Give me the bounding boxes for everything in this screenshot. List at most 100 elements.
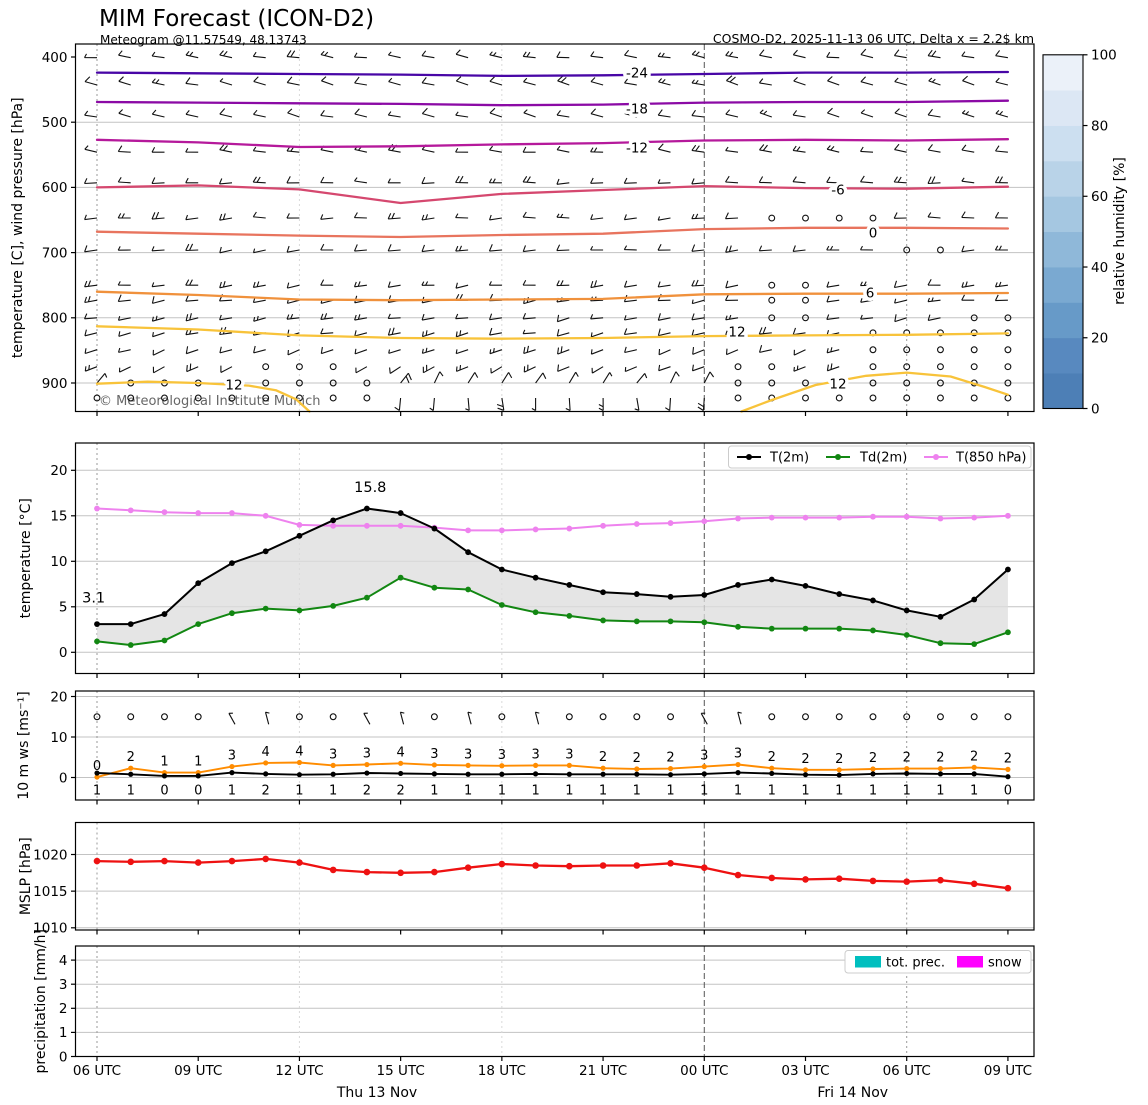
wind-barb-icon xyxy=(826,295,840,303)
wind-barb-icon xyxy=(826,363,840,372)
wind-barb-icon xyxy=(489,145,502,153)
calm-wind-icon xyxy=(768,379,776,387)
wind-barb-icon xyxy=(590,177,604,184)
day-label: Fri 14 Nov xyxy=(817,1085,888,1101)
wind-barb-icon xyxy=(320,176,334,184)
colorbar-segment xyxy=(1043,337,1083,374)
wind-barb-icon xyxy=(624,346,637,354)
mslp-marker xyxy=(296,859,303,866)
panel-border xyxy=(74,43,1035,413)
t850-line-marker xyxy=(566,525,573,532)
gust-value-label: 4 xyxy=(295,745,303,760)
t2m-line-marker xyxy=(161,611,168,617)
gust-value-label: 3 xyxy=(228,749,236,764)
wind-barb-icon xyxy=(219,246,233,254)
day-label: Thu 13 Nov xyxy=(336,1085,417,1101)
y-tick-label: 2 xyxy=(59,1001,68,1017)
mslp-marker xyxy=(464,864,472,871)
x-tick-label: 06 UTC xyxy=(73,1063,121,1079)
legend-label: T(2m) xyxy=(769,451,809,466)
y-axis-label: 10 m ws [ms⁻¹] xyxy=(16,691,32,799)
wind-barb-icon xyxy=(151,296,165,304)
wind-barb-icon xyxy=(725,245,739,253)
wind-barb-icon xyxy=(602,372,613,384)
wind-barb-icon xyxy=(927,49,941,59)
wind-barb-icon xyxy=(118,331,131,337)
mean-wind-value-label: 1 xyxy=(869,784,877,799)
wind-barb-icon xyxy=(725,314,739,321)
calm-wind-icon xyxy=(363,379,371,387)
wind-barb-icon xyxy=(534,711,540,725)
wind-barb-icon xyxy=(151,147,165,153)
wind-barb-icon xyxy=(219,213,233,221)
wind-barb-icon xyxy=(522,51,536,59)
t2m-line-marker xyxy=(262,548,269,555)
wind-barb-icon xyxy=(961,110,975,118)
t2m-line-marker xyxy=(802,582,809,589)
wind-barb-icon xyxy=(467,711,472,725)
wind-barb-icon xyxy=(691,244,705,252)
wind-barb-icon xyxy=(488,313,502,321)
colorbar-segment xyxy=(1043,267,1083,303)
wind-barb-icon xyxy=(422,364,435,374)
y-tick-label: 10 xyxy=(50,730,67,746)
mean-wind-value-label: 1 xyxy=(531,784,539,799)
mslp-marker xyxy=(869,877,877,885)
wind-barb-icon xyxy=(556,178,570,185)
mslp-marker xyxy=(970,880,978,888)
isotherm-contour xyxy=(95,380,311,413)
wind-barb-icon xyxy=(691,299,705,305)
contour-label: 6 xyxy=(866,286,875,302)
gust-value-label: 3 xyxy=(430,747,438,762)
wind-barb-icon xyxy=(725,348,739,356)
contour-label: 12 xyxy=(829,377,846,393)
calm-wind-icon xyxy=(1004,394,1012,402)
mean-wind-marker xyxy=(667,772,674,778)
t2m-line-marker xyxy=(903,607,910,614)
mean-wind-value-label: 1 xyxy=(228,784,236,799)
panel-border xyxy=(74,945,1035,1058)
wind-barb-icon xyxy=(421,214,435,221)
t2m-line-marker xyxy=(600,589,606,596)
mslp-marker xyxy=(835,875,843,882)
y-tick-label: 900 xyxy=(42,376,68,392)
mean-wind-marker xyxy=(499,771,505,777)
wind-barb-icon xyxy=(657,244,671,251)
wind-barb-icon xyxy=(961,211,975,219)
wind-barb-icon xyxy=(598,397,604,411)
wind-barb-icon xyxy=(354,76,367,86)
calm-wind-icon xyxy=(329,713,337,721)
calm-wind-icon xyxy=(903,379,911,387)
wind-barb-icon xyxy=(522,329,536,335)
legend-label: Td(2m) xyxy=(859,451,907,466)
mean-wind-marker xyxy=(1005,774,1011,780)
colorbar-segment xyxy=(1043,54,1083,91)
wind-barb-icon xyxy=(151,315,165,322)
td2m-line-marker xyxy=(94,638,100,645)
wind-barb-icon xyxy=(286,313,300,320)
wind-barb-icon xyxy=(185,110,199,118)
wind-barb-icon xyxy=(387,111,401,118)
wind-barb-icon xyxy=(286,50,300,59)
wind-barb-icon xyxy=(252,146,266,153)
t2m-line-marker xyxy=(364,505,370,512)
wind-barb-icon xyxy=(320,50,334,59)
calm-wind-icon xyxy=(869,379,877,387)
mean-wind-value-label: 1 xyxy=(768,784,776,799)
mean-wind-marker xyxy=(128,771,134,777)
y-axis-label: temperature [C], wind pressure [hPa] xyxy=(10,97,26,358)
calm-wind-icon xyxy=(93,394,101,402)
y-tick-label: 20 xyxy=(50,463,67,479)
wind-barb-icon xyxy=(522,176,536,184)
legend-patch xyxy=(957,956,983,968)
wind-barb-icon xyxy=(590,108,604,118)
wind-barb-icon xyxy=(657,52,671,59)
isotherm-contour xyxy=(95,70,1010,78)
t850-line-marker xyxy=(633,521,640,527)
wind-barb-icon xyxy=(658,364,671,372)
colorbar-label: relative humidity [%] xyxy=(1112,157,1128,305)
mslp-line xyxy=(95,857,1010,890)
wind-barb-icon xyxy=(636,373,648,384)
mean-wind-value-label: 1 xyxy=(295,784,303,799)
wind-barb-icon xyxy=(522,279,536,286)
